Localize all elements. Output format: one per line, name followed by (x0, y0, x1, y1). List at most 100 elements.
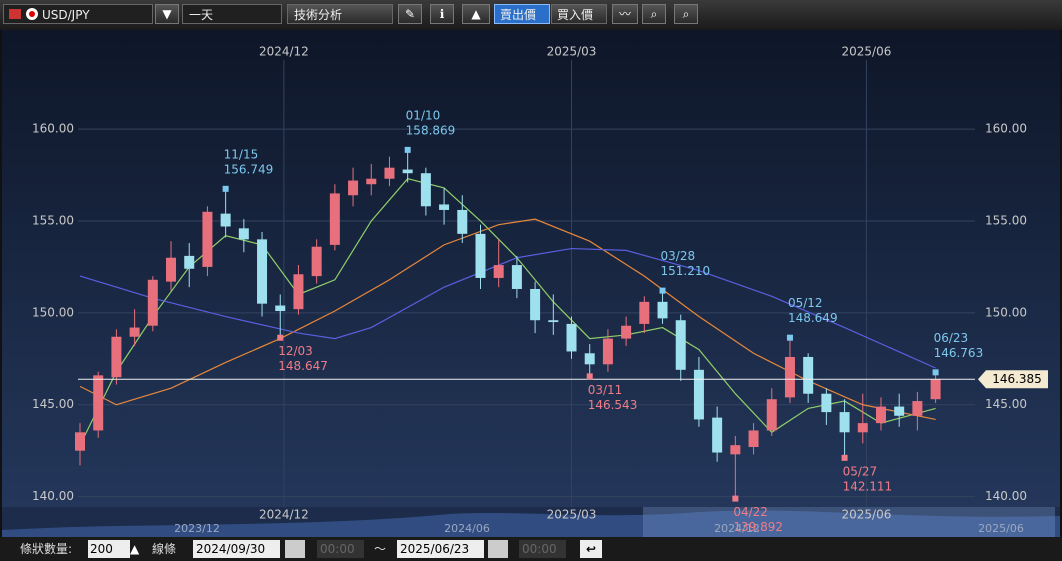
bar-count-input[interactable]: 200 (88, 540, 130, 558)
candle-body (184, 255, 195, 269)
reset-button[interactable]: ↩ (580, 540, 602, 558)
candle-body (111, 336, 122, 378)
draw-button[interactable]: ✎ (398, 4, 422, 24)
candle-body (621, 325, 632, 339)
annotation-value: 156.749 (224, 162, 274, 176)
y-tick-label-right: 140.00 (985, 489, 1027, 503)
chart-type-button[interactable]: ▲ (462, 4, 490, 24)
annotation-value: 146.543 (588, 398, 638, 412)
candle-body (803, 356, 814, 394)
candle-body (166, 257, 177, 282)
x-tick-label: 2024/12 (259, 45, 309, 59)
annotation-value: 146.763 (934, 346, 984, 360)
candle-body (475, 233, 486, 278)
indicator-button[interactable]: 〰 (612, 4, 638, 24)
extreme-marker (786, 334, 793, 341)
candle-body (857, 423, 868, 433)
extreme-marker (659, 287, 666, 294)
start-time-input[interactable]: 00:00 (317, 540, 364, 558)
zoom-in-button[interactable]: ⌕ (674, 4, 698, 24)
candle-body (584, 353, 595, 365)
annotation-date: 11/15 (224, 147, 259, 161)
y-tick-label: 140.00 (32, 489, 74, 503)
navigator-label: 2024/12 (714, 522, 760, 535)
annotation-value: 148.649 (788, 311, 838, 325)
spin-button[interactable]: ▲ (130, 542, 140, 556)
annotation-date: 05/27 (843, 464, 878, 478)
y-tick-label: 145.00 (32, 397, 74, 411)
tilde: ～ (374, 542, 387, 556)
x-tick-label-bottom: 2025/03 (547, 508, 597, 522)
candle-body (402, 169, 413, 174)
candle-body (439, 204, 450, 210)
candle-body (220, 213, 231, 227)
y-tick-label: 155.00 (32, 213, 74, 227)
candle-body (675, 320, 686, 370)
current-price-label: 146.385 (992, 372, 1042, 386)
candle-body (894, 406, 905, 416)
annotation-date: 01/10 (406, 108, 441, 122)
extreme-marker (841, 454, 848, 461)
candle-body (329, 193, 340, 245)
start-date-input[interactable]: 2024/09/30 (193, 540, 280, 558)
period-select[interactable]: 一天 (182, 4, 282, 24)
annotation-date: 03/11 (588, 383, 623, 397)
annotation-date: 04/22 (733, 505, 768, 519)
buy-button[interactable]: 買入價 (551, 4, 607, 24)
candle-body (293, 274, 304, 310)
candle-body (147, 279, 158, 326)
candle-body (511, 265, 522, 289)
y-tick-label-right: 150.00 (985, 305, 1027, 319)
annotation-date: 12/03 (278, 344, 313, 358)
candle-body (712, 417, 723, 453)
candle-body (493, 265, 504, 278)
x-tick-label: 2025/03 (547, 45, 597, 59)
annotation-value: 139.892 (733, 520, 783, 534)
extreme-marker (586, 373, 593, 380)
annotation-date: 05/12 (788, 296, 823, 310)
end-time-input[interactable]: 00:00 (519, 540, 566, 558)
candle-body (202, 211, 213, 267)
annotation-value: 148.647 (278, 359, 328, 373)
y-tick-label-right: 145.00 (985, 397, 1027, 411)
chart-background (2, 30, 1060, 537)
analysis-menu[interactable]: 技術分析 (287, 4, 393, 24)
chart: 140.00 140.00 145.00 145.00 150.00 150.00 155.… (2, 30, 1060, 537)
candle-body (257, 239, 268, 304)
candle-body (311, 246, 322, 277)
candle-body (75, 432, 85, 451)
jp-flag (26, 8, 38, 20)
candle-body (129, 327, 140, 337)
dropdown-arrow[interactable]: ▼ (155, 4, 179, 24)
candle-body (639, 301, 650, 324)
info-button[interactable]: ℹ (430, 4, 454, 24)
annotation-date: 06/23 (934, 331, 969, 345)
y-tick-label: 150.00 (32, 305, 74, 319)
candle-body (93, 375, 104, 431)
moving-average (79, 218, 936, 421)
candle-body (566, 323, 577, 352)
candle-body (366, 178, 377, 185)
candle-body (548, 320, 559, 323)
symbol-select[interactable]: USD/JPY (3, 4, 153, 24)
candle-body (348, 180, 359, 196)
y-tick-label-right: 155.00 (985, 213, 1027, 227)
extreme-marker (404, 146, 411, 153)
sell-button[interactable]: 賣出價 (494, 4, 550, 24)
navigator-label: 2024/06 (444, 522, 490, 535)
candle-body (821, 393, 832, 413)
candle-body (275, 305, 286, 312)
end-date-input[interactable]: 2025/06/23 (397, 540, 484, 558)
calendar-button[interactable] (285, 540, 305, 558)
extreme-marker (277, 334, 284, 341)
calendar-button[interactable] (488, 540, 508, 558)
zoom-out-button[interactable]: ⌕ (642, 4, 666, 24)
annotation-value: 151.210 (661, 264, 711, 278)
line-label: 線條 (152, 542, 177, 556)
navigator-window[interactable] (643, 507, 1055, 537)
extreme-marker (732, 495, 739, 502)
annotation-date: 03/28 (661, 249, 696, 263)
candle-body (238, 228, 249, 240)
y-tick-label-right: 160.00 (985, 122, 1027, 136)
extreme-marker (222, 185, 229, 192)
